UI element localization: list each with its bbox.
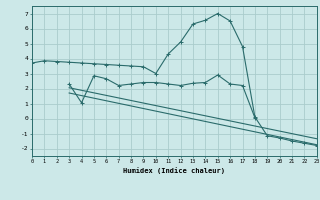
X-axis label: Humidex (Indice chaleur): Humidex (Indice chaleur): [124, 167, 225, 174]
